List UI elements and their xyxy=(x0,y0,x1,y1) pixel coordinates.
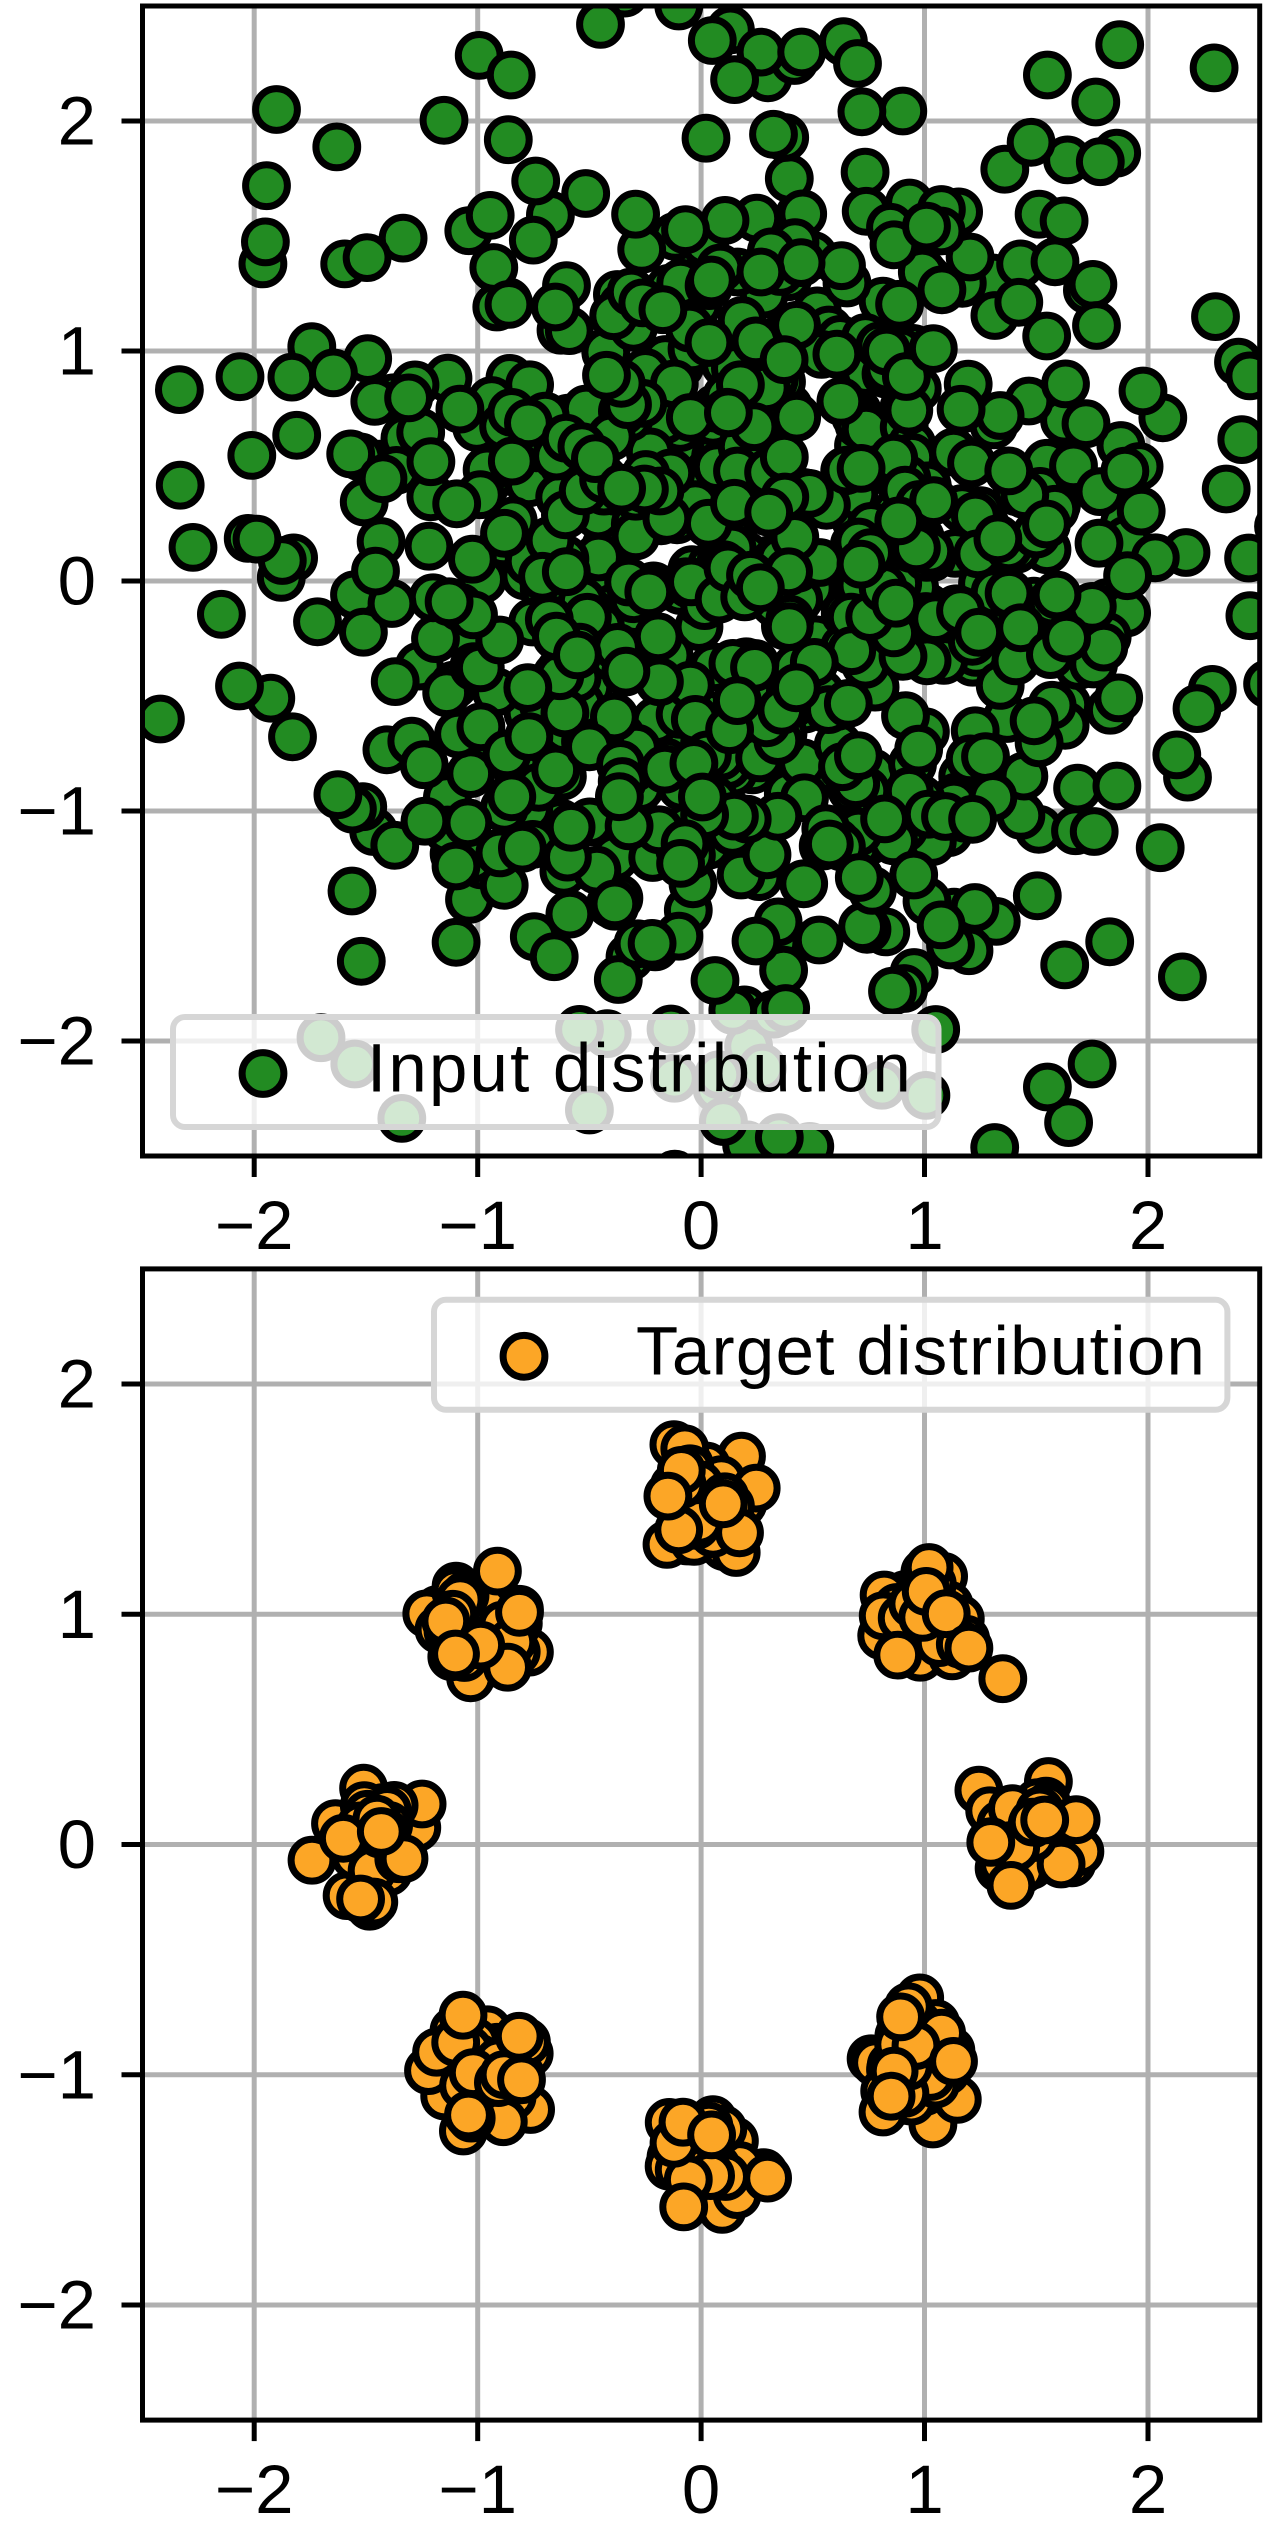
svg-text:0: 0 xyxy=(58,543,96,620)
svg-text:−1: −1 xyxy=(17,773,96,850)
svg-text:−1: −1 xyxy=(438,1187,517,1264)
svg-text:0: 0 xyxy=(682,1187,720,1264)
svg-text:1: 1 xyxy=(905,1187,943,1264)
svg-text:−2: −2 xyxy=(17,1003,96,1080)
svg-text:2: 2 xyxy=(58,1346,96,1423)
svg-text:−2: −2 xyxy=(215,2451,294,2528)
svg-text:2: 2 xyxy=(58,83,96,160)
svg-text:0: 0 xyxy=(682,2451,720,2528)
svg-text:−2: −2 xyxy=(17,2267,96,2344)
svg-text:2: 2 xyxy=(1129,2451,1167,2528)
svg-text:Input distribution: Input distribution xyxy=(367,1030,913,1107)
svg-text:0: 0 xyxy=(58,1806,96,1883)
svg-text:−2: −2 xyxy=(215,1187,294,1264)
svg-text:2: 2 xyxy=(1129,1187,1167,1264)
svg-text:Target distribution: Target distribution xyxy=(636,1312,1206,1389)
svg-text:−1: −1 xyxy=(438,2451,517,2528)
svg-text:1: 1 xyxy=(58,1576,96,1653)
svg-text:−1: −1 xyxy=(17,2036,96,2113)
svg-text:1: 1 xyxy=(905,2451,943,2528)
svg-text:1: 1 xyxy=(58,313,96,390)
